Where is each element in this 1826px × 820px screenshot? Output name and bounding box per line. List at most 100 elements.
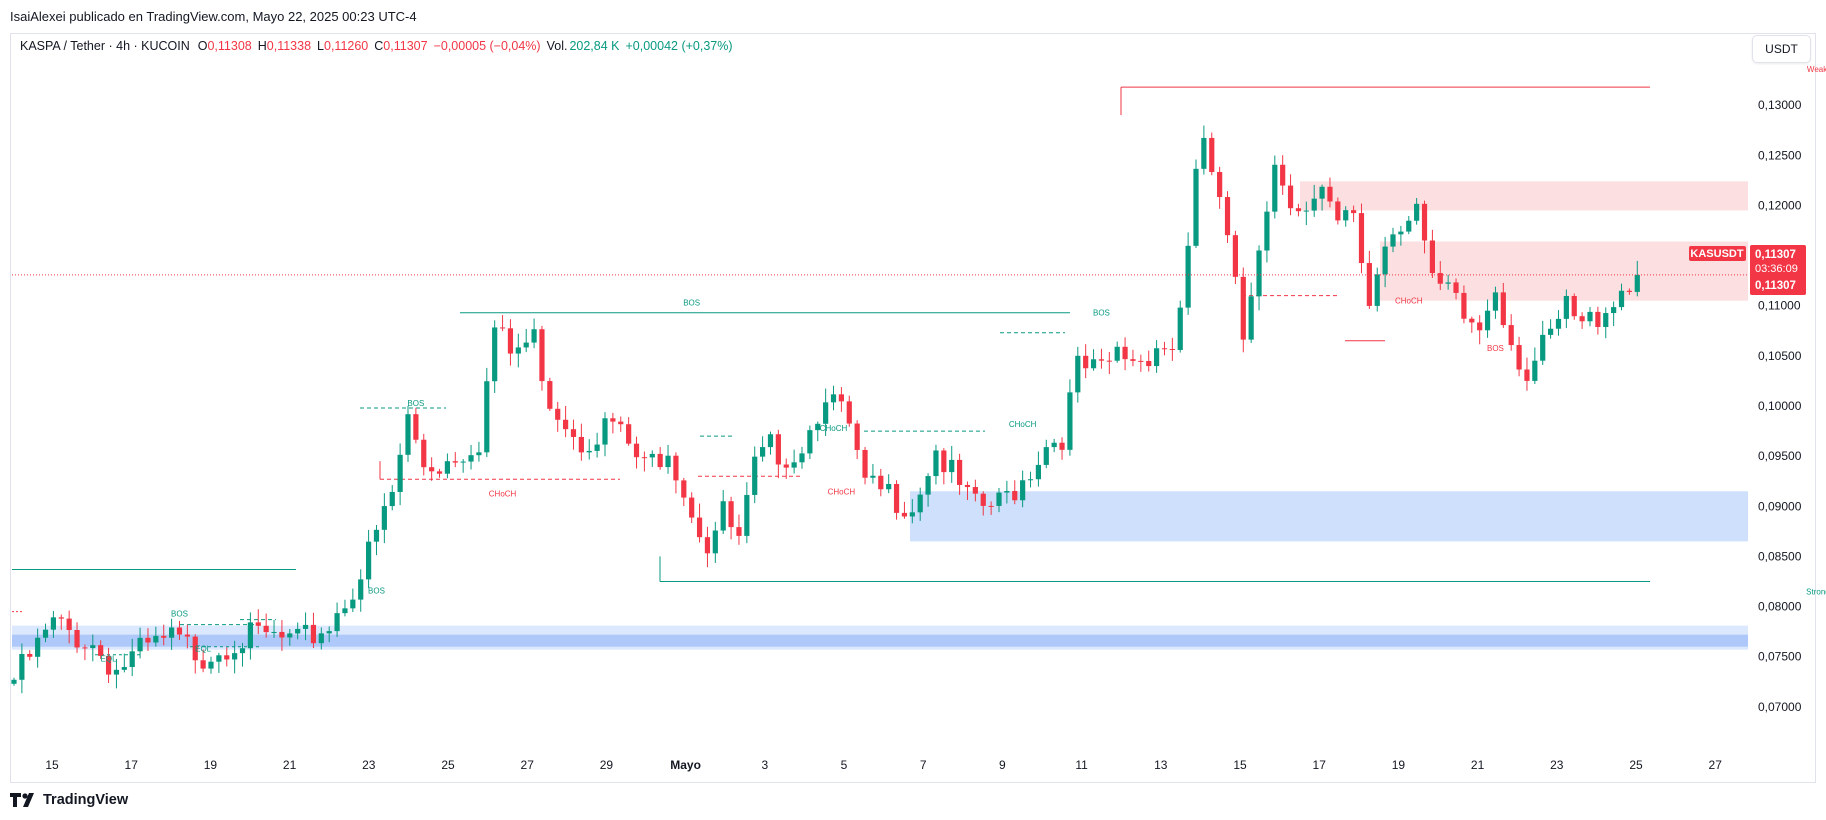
candle-body xyxy=(1067,392,1073,450)
candle-body xyxy=(515,347,521,354)
candle-body xyxy=(1618,290,1625,308)
candle-body xyxy=(1217,172,1223,198)
candle-body xyxy=(862,449,868,478)
candle-body xyxy=(712,530,718,554)
candle-body xyxy=(1477,322,1483,331)
price-tick-label: 0,08000 xyxy=(1758,600,1802,614)
candle-body xyxy=(476,452,482,456)
candle-body xyxy=(846,401,852,424)
candle-body xyxy=(1382,246,1388,275)
candle-body xyxy=(169,627,175,638)
price-tick-label: 0,12000 xyxy=(1758,198,1802,212)
price-tick-label: 0,12500 xyxy=(1758,148,1802,162)
candle-body xyxy=(373,529,380,542)
candle-body xyxy=(602,418,608,445)
time-tick-label: 11 xyxy=(1075,758,1088,772)
candle-body xyxy=(878,475,884,490)
candle-body xyxy=(1035,464,1041,480)
candle-body xyxy=(1611,307,1617,314)
candle-body xyxy=(649,453,655,458)
candle-body xyxy=(255,622,261,626)
candle-body xyxy=(744,494,750,536)
candle-body xyxy=(1161,348,1168,350)
candle-body xyxy=(1193,168,1199,246)
candle-body xyxy=(610,418,616,422)
candle-body xyxy=(176,627,183,635)
candle-body xyxy=(492,327,498,382)
candle-body xyxy=(1169,348,1175,350)
candle-body xyxy=(145,637,151,643)
time-tick-label: 19 xyxy=(204,758,218,772)
candle-body xyxy=(90,645,96,649)
candle-body xyxy=(1343,210,1349,221)
candle-body xyxy=(1516,345,1522,370)
candle-body xyxy=(1272,164,1278,212)
annotation-label: BOS xyxy=(368,587,385,596)
high-key: H xyxy=(257,39,267,53)
candle-body xyxy=(389,491,395,507)
candle-body xyxy=(11,679,17,684)
candle-body xyxy=(1154,348,1160,367)
annotation-label: CHoCH xyxy=(489,489,517,498)
candle-body xyxy=(633,443,640,458)
time-tick-label: 7 xyxy=(920,758,927,772)
candle-body xyxy=(1098,359,1105,361)
candle-body xyxy=(1232,235,1238,277)
candle-body xyxy=(657,453,663,468)
price-tick-label: 0,10000 xyxy=(1758,399,1802,413)
candle-body xyxy=(1319,186,1325,199)
candle-body xyxy=(1209,137,1215,173)
candle-body xyxy=(27,653,33,657)
price-tick-label: 0,10500 xyxy=(1758,349,1802,363)
candle-body xyxy=(1358,213,1365,264)
candle-body xyxy=(791,462,797,468)
candle-body xyxy=(1248,296,1254,340)
candle-body xyxy=(507,328,514,354)
price-tick-label: 0,13000 xyxy=(1758,98,1802,112)
candle-body xyxy=(665,455,671,468)
candle-body xyxy=(933,450,939,477)
symbol-tag-label: KASUSDT xyxy=(1690,248,1743,260)
candle-body xyxy=(1555,318,1562,329)
candle-body xyxy=(1122,346,1128,360)
candle-body xyxy=(1469,318,1475,323)
candle-body xyxy=(964,484,971,488)
candle-body xyxy=(295,628,301,634)
annotation-label: BOS xyxy=(407,399,424,408)
candle-body xyxy=(1201,137,1207,169)
candle-body xyxy=(1004,491,1010,493)
candle-body xyxy=(980,493,986,506)
candle-body xyxy=(1295,208,1302,212)
candle-body xyxy=(224,655,230,660)
candle-body xyxy=(50,617,56,630)
candle-body xyxy=(460,461,466,463)
time-tick-label: 27 xyxy=(521,758,535,772)
time-tick-label: 27 xyxy=(1709,758,1723,772)
candle-body xyxy=(570,429,577,437)
candle-body xyxy=(972,487,978,494)
candle-body xyxy=(736,527,742,536)
open-value: 0,11308 xyxy=(207,39,252,53)
candle-body xyxy=(58,617,64,619)
candle-body xyxy=(66,618,72,630)
tradingview-logo-icon xyxy=(10,793,34,807)
price-tick-label: 0,08500 xyxy=(1758,549,1802,563)
candle-body xyxy=(1445,282,1451,284)
candle-body xyxy=(689,497,695,518)
candle-body xyxy=(239,648,246,654)
candle-body xyxy=(760,447,766,457)
volume-change-value: +0,00042 (+0,37%) xyxy=(625,39,733,53)
candle-body xyxy=(1327,186,1333,202)
candle-body xyxy=(113,669,120,675)
tradingview-brand[interactable]: TradingView xyxy=(10,792,128,808)
candle-body xyxy=(1492,292,1499,311)
price-tags: KASUSDT 0,11307 03:36:09 0,11307 xyxy=(12,245,1806,295)
symbol-label[interactable]: KASPA / Tether · 4h · KUCOIN xyxy=(20,39,190,53)
currency-button[interactable]: USDT xyxy=(1752,35,1811,63)
candle-body xyxy=(1524,369,1530,381)
low-key: L xyxy=(317,39,324,53)
candle-body xyxy=(1280,164,1286,186)
candle-body xyxy=(208,661,214,669)
